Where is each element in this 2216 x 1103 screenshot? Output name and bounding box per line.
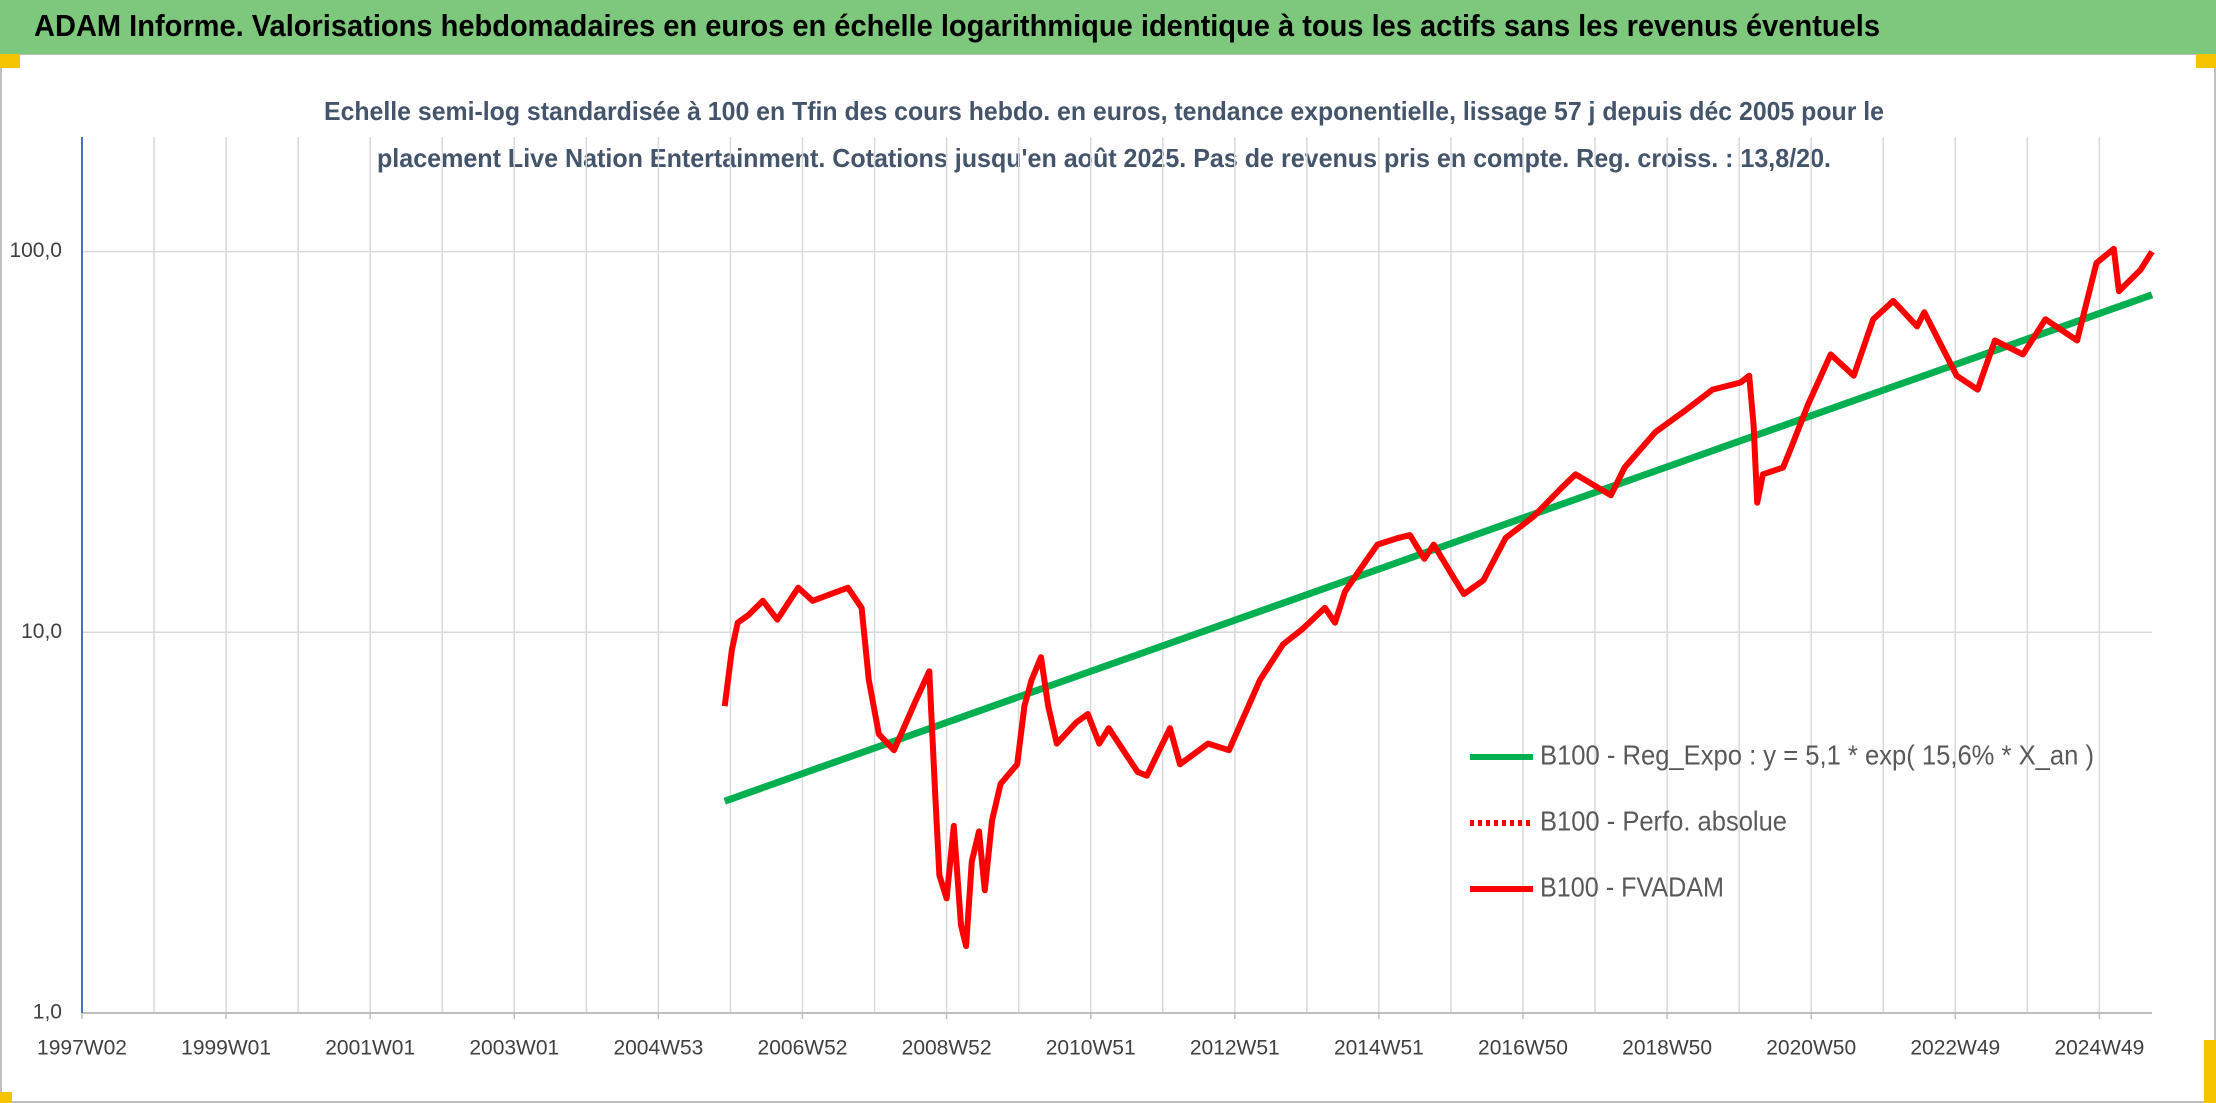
x-tick-label: 2006W52: [758, 1037, 848, 1060]
x-tick-label: 2003W01: [469, 1037, 559, 1060]
header-band: [0, 0, 2216, 54]
x-tick-label: 2016W50: [1478, 1037, 1568, 1060]
corner: [0, 54, 20, 68]
legend-label: B100 - Reg_Expo : y = 5,1 * exp( 15,6% *…: [1540, 739, 2094, 770]
corner: [0, 1092, 12, 1103]
x-tick-label: 2020W50: [1766, 1037, 1856, 1060]
x-tick-label: 2014W51: [1334, 1037, 1424, 1060]
x-tick-label: 2022W49: [1910, 1037, 2000, 1060]
chart-title: Echelle semi-log standardisée à 100 en T…: [324, 96, 1884, 126]
x-tick-label: 2018W50: [1622, 1037, 1712, 1060]
x-tick-label: 1997W02: [37, 1037, 127, 1060]
chart-title: placement Live Nation Entertainment. Cot…: [377, 143, 1831, 173]
y-tick-label: 1,0: [33, 1001, 62, 1024]
legend-label: B100 - Perfo. absolue: [1540, 805, 1787, 836]
legend-label: B100 - FVADAM: [1540, 871, 1724, 902]
x-tick-label: 2004W53: [613, 1037, 703, 1060]
y-tick-label: 100,0: [9, 239, 62, 262]
y-tick-label: 10,0: [21, 620, 62, 643]
header-title: ADAM Informe. Valorisations hebdomadaire…: [34, 8, 1880, 43]
x-tick-label: 2008W52: [902, 1037, 992, 1060]
x-tick-label: 2001W01: [325, 1037, 415, 1060]
x-tick-label: 2012W51: [1190, 1037, 1280, 1060]
x-tick-label: 1999W01: [181, 1037, 271, 1060]
series-line: [721, 245, 2155, 949]
corner: [2204, 1040, 2216, 1103]
corner: [2196, 54, 2216, 68]
x-tick-label: 2010W51: [1046, 1037, 1136, 1060]
x-tick-label: 2024W49: [2054, 1037, 2144, 1060]
